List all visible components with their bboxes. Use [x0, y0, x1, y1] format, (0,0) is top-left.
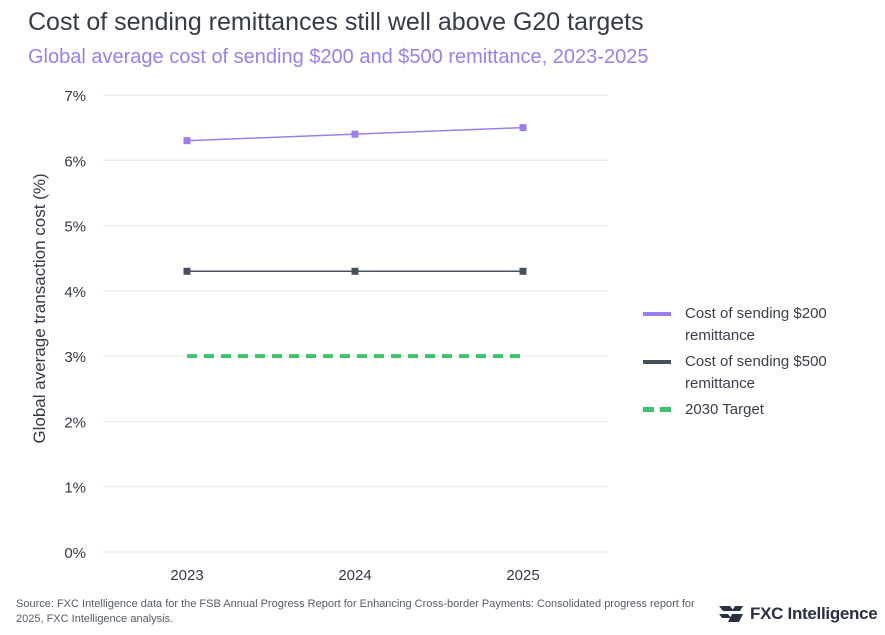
brand-name: FXC Intelligence	[750, 604, 878, 623]
legend-swatch-500	[643, 360, 671, 364]
y-tick-label: 0%	[64, 545, 86, 562]
x-tick-label: 2025	[506, 567, 539, 584]
y-tick-label: 3%	[64, 349, 86, 366]
chart-subtitle: Global average cost of sending $200 and …	[28, 46, 649, 68]
legend-item-200: Cost of sending $200 remittance	[643, 303, 873, 347]
legend-label-500: Cost of sending $500 remittance	[685, 353, 827, 392]
series-500-point-2025	[519, 267, 527, 275]
series-500-point-2024	[351, 267, 359, 275]
series-500-point-2023	[183, 267, 191, 275]
legend-item-500: Cost of sending $500 remittance	[643, 351, 873, 395]
legend-label-target: 2030 Target	[685, 401, 764, 418]
legend-swatch-200	[643, 312, 671, 316]
y-tick-label: 2%	[64, 414, 86, 431]
legend-label-200: Cost of sending $200 remittance	[685, 305, 827, 344]
series-200-point-2023	[183, 137, 191, 145]
chart-legend: Cost of sending $200 remittance Cost of …	[643, 303, 873, 425]
x-tick-label: 2023	[170, 567, 203, 584]
legend-swatch-target	[643, 407, 671, 412]
y-axis-label: Global average transaction cost (%)	[30, 173, 49, 443]
legend-item-target: 2030 Target	[643, 399, 873, 421]
y-tick-label: 6%	[64, 153, 86, 170]
brand-logo: FXC Intelligence	[718, 602, 878, 626]
fxc-logo-icon	[719, 606, 743, 622]
series-200-point-2024	[351, 130, 359, 138]
line-chart: 0% 1% 2% 3% 4% 5% 6% 7% 2023 2024 2025 Global avera…	[30, 88, 608, 584]
source-note: Source: FXC Intelligence data for the FS…	[16, 598, 695, 625]
y-tick-label: 7%	[64, 88, 86, 105]
chart-title: Cost of sending remittances still well a…	[28, 8, 644, 36]
y-tick-label: 1%	[64, 480, 86, 497]
y-tick-label: 4%	[64, 284, 86, 301]
series-200-point-2025	[519, 124, 527, 132]
x-tick-label: 2024	[338, 567, 371, 584]
y-tick-label: 5%	[64, 219, 86, 236]
